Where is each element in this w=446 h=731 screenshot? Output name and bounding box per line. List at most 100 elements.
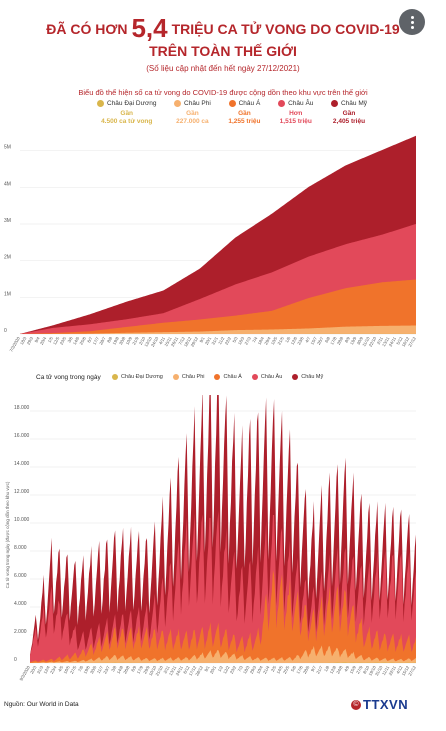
x-tick-label: 16/5 [62, 664, 71, 674]
x-tick-label: 3/6 [66, 335, 74, 343]
x-tick-label: 7/3 [237, 664, 245, 672]
x-tick-label: 5/6 [290, 664, 298, 672]
page-title: ĐÃ CÓ HƠN 5,4 TRIỆU CA TỬ VONG DO COVID-19… [0, 14, 446, 62]
series-area [20, 325, 416, 334]
chart2-legend: Châu Đại Dương Châu Phi Châu Á Châu Âu Châu … [112, 374, 323, 380]
x-tick-label: 10/9 [125, 335, 134, 345]
y-tick-label: 16.000 [14, 433, 30, 439]
y-tick-label: 0 [4, 328, 7, 334]
x-tick-label: 14/8 [116, 664, 125, 674]
x-tick-label: 7/6 [77, 664, 85, 672]
x-tick-label: 9/1 [203, 664, 211, 672]
more-options-button[interactable] [399, 9, 425, 35]
more-vertical-icon-dot [410, 20, 414, 24]
series-area [30, 662, 416, 663]
x-tick-label: 28/7 [98, 335, 107, 345]
legend-note: Gần [186, 110, 199, 117]
legend-note: Gần [238, 110, 251, 117]
x-tick-label: 21/4 [262, 664, 271, 674]
x-tick-label: 13/11 [381, 335, 391, 347]
x-tick-label: 24/11 [388, 335, 398, 347]
source-note: Nguồn: Our World in Data [4, 701, 79, 708]
y-tick-label: 6.000 [14, 573, 27, 579]
x-tick-label: 30/6 [89, 664, 98, 674]
legend-entry: Châu Đại Dương Gần 4.500 ca tử vong [97, 100, 156, 125]
x-tick-label: 23/6 [296, 335, 305, 345]
legend-value: 2,405 triệu [332, 118, 366, 125]
more-vertical-icon-dot [410, 25, 414, 29]
x-tick-label: 27/5 [69, 664, 78, 674]
legend-entry: Châu Đại Dương [112, 374, 163, 380]
x-tick-label: 10/4 [255, 664, 264, 674]
x-tick-label: 2/11 [376, 335, 385, 345]
x-tick-label: 1/5 [47, 335, 55, 343]
x-tick-label: 29/3 [26, 335, 35, 345]
x-tick-label: 6/8 [324, 335, 332, 343]
legend-entry: Châu Mỹ Gần 2,405 triệu [330, 100, 367, 125]
title-suffix: TRIỆU CA TỬ VONG DO COVID-19 [171, 21, 400, 37]
x-tick-label: 11/7 [96, 664, 105, 674]
x-tick-label: 17/9 [136, 664, 145, 674]
y-tick-label: 8.000 [14, 545, 27, 551]
x-tick-label: 20/4 [39, 335, 48, 345]
x-tick-label: 2/10 [138, 335, 147, 345]
y-tick-label: 2M [4, 255, 11, 261]
legend-value: 4.500 ca tử vong [101, 118, 153, 125]
legend-label: Châu Phi [181, 374, 205, 380]
x-tick-label: 29/3 [249, 664, 258, 674]
legend-entry: Châu Á [214, 374, 242, 380]
x-tick-label: 24/10 [150, 335, 160, 347]
daily-deaths-chart: 0 2.000 4.000 6.000 8.000 10.000 12.000 14.000 1… [4, 395, 417, 682]
x-tick-label: 31/1 [210, 335, 219, 345]
x-tick-label: 9/4 [33, 335, 41, 343]
title-number: 5,4 [131, 13, 168, 43]
x-tick-label: 23/2 [229, 664, 238, 674]
legend-swatch [292, 374, 299, 380]
x-tick-label: 15/12 [401, 664, 411, 676]
x-tick-label: 12/4 [42, 664, 51, 674]
legend-swatch [330, 100, 338, 107]
x-tick-label: 22/11 [387, 664, 397, 676]
x-tick-label: 4/12 [395, 664, 404, 674]
legend-swatch [97, 100, 104, 107]
chart2-title: Ca tử vong trong ngày [36, 374, 101, 381]
chart1-legend: Châu Đại Dương Gần 4.500 ca tử vong Châu Ph… [97, 100, 367, 125]
legend-swatch [228, 100, 236, 107]
x-tick-label: 21/7 [315, 664, 324, 674]
legend-label: Châu Đại Dương [107, 100, 157, 107]
more-vertical-icon [410, 15, 414, 19]
x-tick-label: 4/11 [158, 335, 167, 345]
x-tick-label: 6/9 [130, 664, 138, 672]
x-tick-label: 20/1 [209, 664, 218, 674]
x-tick-label: 1/8 [323, 664, 331, 672]
series-area [20, 279, 416, 334]
legend-note: Gần [120, 110, 134, 117]
y-tick-label: 2.000 [14, 629, 27, 635]
x-tick-label: 29/12 [189, 335, 199, 347]
legend-value: 1,515 triệu [279, 118, 312, 125]
legend-entry: Châu Phi [172, 374, 205, 380]
x-tick-label: 13/11 [168, 664, 178, 676]
x-tick-label: 12/5 [52, 335, 61, 345]
x-tick-label: 4/7 [304, 335, 312, 343]
x-tick-label: 6/12 [182, 664, 191, 674]
x-tick-label: 5/12 [395, 335, 404, 345]
y-tick-label: 1M [4, 291, 11, 297]
x-tick-label: 10/10 [148, 664, 158, 676]
legend-note: Hơn [289, 110, 303, 117]
legend-label: Châu Á [238, 100, 261, 107]
y-axis-label: Ca tử vong trong ngày (được cộng dồn the… [4, 481, 10, 588]
legend-label: Châu Mỹ [301, 374, 324, 380]
legend-label: Châu Âu [288, 100, 314, 107]
x-tick-label: 16/3 [237, 335, 246, 345]
x-tick-label: 3/8 [110, 664, 118, 672]
series-area [30, 645, 416, 663]
x-tick-label: 18/12 [183, 335, 193, 347]
title-prefix: ĐÃ CÓ HƠN [46, 21, 128, 37]
x-tick-label: 16/12 [401, 335, 411, 347]
legend-entry: Châu Phi Gần 227.000 ca [174, 100, 211, 125]
legend-entry: Châu Âu [251, 374, 282, 380]
x-tick-label: 25/6 [78, 335, 87, 345]
x-tick-label: 1/2 [217, 664, 225, 672]
